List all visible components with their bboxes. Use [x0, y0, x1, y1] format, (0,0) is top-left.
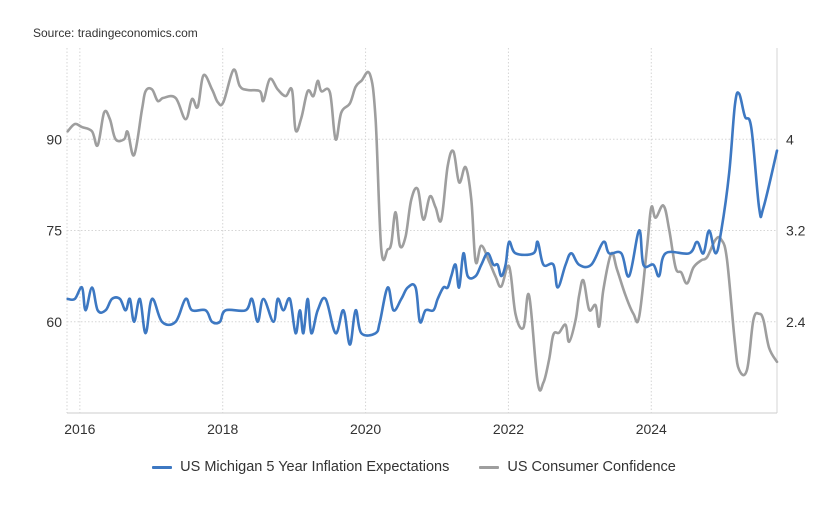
legend-swatch-blue — [152, 465, 173, 469]
x-tick-label: 2020 — [350, 421, 381, 437]
legend-swatch-gray — [479, 465, 500, 469]
left-y-tick-label: 60 — [46, 314, 62, 330]
right-y-tick-label: 3.2 — [786, 223, 806, 239]
series-line-consumer-confidence — [66, 68, 779, 392]
legend-item-consumer-confidence[interactable]: US Consumer Confidence — [479, 459, 676, 475]
legend-label: US Michigan 5 Year Inflation Expectation… — [180, 459, 450, 475]
legend-label: US Consumer Confidence — [507, 459, 676, 475]
legend: US Michigan 5 Year Inflation Expectation… — [0, 459, 828, 475]
x-tick-label: 2024 — [636, 421, 667, 437]
right-y-tick-label: 4 — [786, 131, 794, 147]
x-tick-label: 2022 — [493, 421, 524, 437]
left-y-tick-label: 75 — [46, 223, 62, 239]
series-lines — [66, 68, 779, 392]
source-label: Source: tradingeconomics.com — [33, 26, 198, 40]
tick-labels: 2016 2018 2020 2022 2024 60 75 90 2.4 3.2 4 — [46, 131, 805, 437]
series-line-inflation-expectations — [66, 91, 779, 346]
x-tick-label: 2018 — [207, 421, 238, 437]
x-tick-label: 2016 — [64, 421, 95, 437]
left-y-tick-label: 90 — [46, 131, 62, 147]
legend-item-inflation-expectations[interactable]: US Michigan 5 Year Inflation Expectation… — [152, 459, 449, 475]
right-y-tick-label: 2.4 — [786, 314, 806, 330]
grid — [66, 48, 778, 414]
